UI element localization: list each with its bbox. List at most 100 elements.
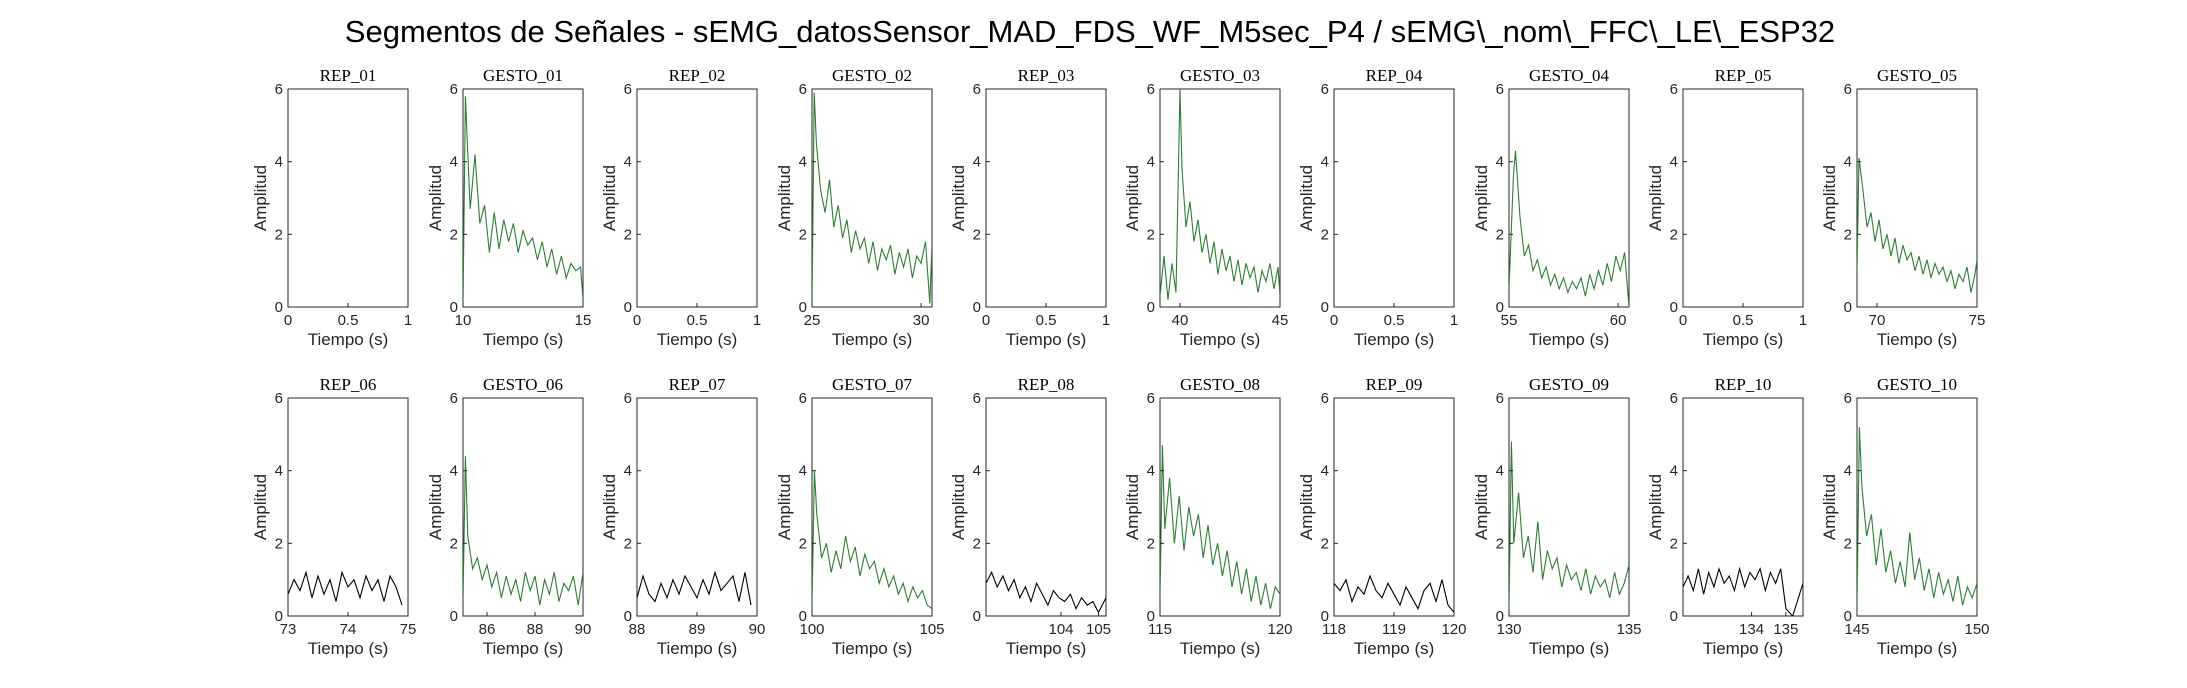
y-tick-label: 6 [275, 81, 283, 98]
y-tick-label: 2 [1321, 226, 1329, 243]
y-axis-label: Amplitud [426, 165, 445, 231]
y-tick-label: 6 [973, 390, 981, 407]
x-tick-label: 73 [280, 621, 297, 638]
signal-line [812, 470, 932, 610]
y-tick-label: 6 [1147, 81, 1155, 98]
y-tick-label: 2 [1670, 226, 1678, 243]
y-tick-label: 2 [1496, 226, 1504, 243]
y-tick-label: 0 [624, 608, 632, 625]
subplot-title: GESTO_05 [1877, 66, 1957, 85]
subplot-title: GESTO_01 [483, 66, 563, 85]
x-axis-label: Tiempo (s) [1354, 639, 1435, 658]
subplot-gesto-07: GESTO_07 0 2 4 6 100 105 Tiempo (s) Amplitud [775, 375, 945, 658]
y-tick-label: 4 [450, 463, 458, 480]
x-axis-label: Tiempo (s) [832, 330, 913, 349]
y-tick-label: 4 [624, 154, 632, 171]
y-tick-label: 0 [1147, 608, 1155, 625]
x-tick-label: 0.5 [1733, 312, 1754, 329]
x-tick-label: 1 [404, 312, 412, 329]
x-tick-label: 145 [1844, 621, 1869, 638]
x-tick-label: 30 [913, 312, 930, 329]
x-tick-label: 25 [804, 312, 821, 329]
y-axis-label: Amplitud [1123, 165, 1142, 231]
subplot-gesto-08: GESTO_08 0 2 4 6 115 120 Tiempo (s) Amplitud [1123, 375, 1293, 658]
y-tick-label: 4 [1496, 154, 1504, 171]
y-tick-label: 0 [1496, 299, 1504, 316]
y-tick-label: 2 [450, 535, 458, 552]
subplot-rep-03: REP_03 0 2 4 6 0 0.5 1 Tiempo (s) Amplitud [949, 66, 1110, 349]
signal-line [1857, 427, 1977, 606]
x-tick-label: 0 [284, 312, 292, 329]
subplot-rep-01: REP_01 0 2 4 6 0 0.5 1 Tiempo (s) Amplitud [251, 66, 412, 349]
y-tick-label: 4 [1844, 154, 1852, 171]
y-tick-label: 2 [624, 535, 632, 552]
axes-box [462, 88, 584, 308]
y-tick-label: 6 [1844, 390, 1852, 407]
x-tick-label: 15 [575, 312, 592, 329]
y-axis-label: Amplitud [1472, 474, 1491, 540]
x-tick-label: 104 [1048, 621, 1073, 638]
y-tick-label: 0 [275, 299, 283, 316]
x-axis-label: Tiempo (s) [483, 330, 564, 349]
subplot-title: GESTO_09 [1529, 375, 1609, 394]
signal-line [812, 92, 932, 307]
x-tick-label: 0 [982, 312, 990, 329]
y-tick-label: 6 [1321, 81, 1329, 98]
subplot-title: GESTO_03 [1180, 66, 1260, 85]
y-tick-label: 0 [799, 299, 807, 316]
subplot-title: REP_08 [1018, 375, 1075, 394]
subplot-rep-06: REP_06 0 2 4 6 73 74 75 Tiempo (s) Amplitud [251, 375, 416, 658]
y-tick-label: 2 [1844, 226, 1852, 243]
x-tick-label: 55 [1501, 312, 1518, 329]
y-tick-label: 4 [799, 463, 807, 480]
y-tick-label: 6 [1147, 390, 1155, 407]
subplot-rep-05: REP_05 0 2 4 6 0 0.5 1 Tiempo (s) Amplitud [1646, 66, 1807, 349]
x-tick-label: 88 [629, 621, 646, 638]
y-tick-label: 4 [973, 154, 981, 171]
x-tick-label: 135 [1616, 621, 1641, 638]
subplot-title: GESTO_02 [832, 66, 912, 85]
y-tick-label: 4 [799, 154, 807, 171]
x-tick-label: 0.5 [687, 312, 708, 329]
x-tick-label: 60 [1610, 312, 1627, 329]
y-axis-label: Amplitud [251, 474, 270, 540]
y-tick-label: 6 [450, 81, 458, 98]
x-tick-label: 0.5 [1384, 312, 1405, 329]
x-tick-label: 86 [479, 621, 496, 638]
y-axis-label: Amplitud [600, 474, 619, 540]
x-axis-label: Tiempo (s) [308, 639, 389, 658]
x-axis-label: Tiempo (s) [1877, 639, 1958, 658]
y-tick-label: 6 [275, 390, 283, 407]
y-tick-label: 0 [1321, 608, 1329, 625]
x-axis-label: Tiempo (s) [1877, 330, 1958, 349]
y-tick-label: 4 [973, 463, 981, 480]
x-tick-label: 90 [749, 621, 766, 638]
subplot-title: GESTO_06 [483, 375, 563, 394]
axes-box [1508, 88, 1630, 308]
signal-line [1509, 441, 1629, 609]
y-tick-label: 6 [1321, 390, 1329, 407]
y-tick-label: 2 [275, 535, 283, 552]
y-tick-label: 2 [1670, 535, 1678, 552]
y-axis-label: Amplitud [1297, 165, 1316, 231]
x-tick-label: 88 [527, 621, 544, 638]
axes-box [811, 397, 933, 617]
y-tick-label: 4 [624, 463, 632, 480]
y-tick-label: 6 [1670, 390, 1678, 407]
subplot-gesto-09: GESTO_09 0 2 4 6 130 135 Tiempo (s) Amplitud [1472, 375, 1642, 658]
signal-line [1160, 445, 1280, 609]
y-tick-label: 4 [1496, 463, 1504, 480]
subplot-gesto-06: GESTO_06 0 2 4 6 86 88 90 Tiempo (s) Amplitud [426, 375, 591, 658]
y-axis-label: Amplitud [1472, 165, 1491, 231]
x-tick-label: 1 [1450, 312, 1458, 329]
axes-box [985, 397, 1107, 617]
axes-box [1159, 88, 1281, 308]
y-tick-label: 4 [1670, 154, 1678, 171]
y-tick-label: 2 [1496, 535, 1504, 552]
y-tick-label: 6 [1670, 81, 1678, 98]
